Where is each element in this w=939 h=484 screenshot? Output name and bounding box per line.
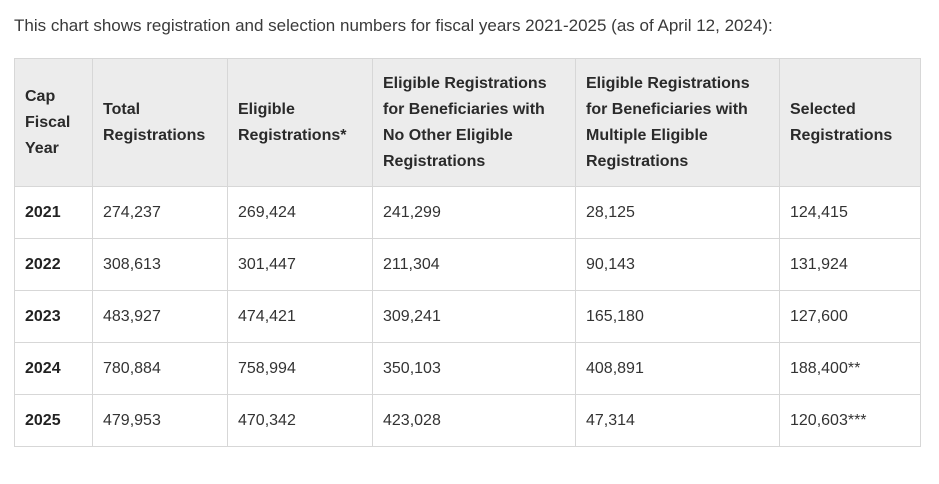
cell-year: 2025 (14, 394, 93, 447)
cell-total: 479,953 (92, 394, 228, 447)
cell-eligible: 301,447 (227, 238, 373, 291)
cell-eligible: 758,994 (227, 342, 373, 395)
header-label: Eligible Registrations for Beneficiaries… (586, 74, 750, 170)
cell-no-other: 211,304 (372, 238, 576, 291)
cell-year: 2023 (14, 290, 93, 343)
header-eligible-multiple: Eligible Registrations for Beneficiaries… (575, 58, 780, 187)
header-eligible-registrations: Eligible Registrations* (227, 58, 373, 187)
cell-multiple: 90,143 (575, 238, 780, 291)
cell-selected: 120,603*** (779, 394, 921, 447)
cell-selected: 131,924 (779, 238, 921, 291)
header-label: Selected Registrations (790, 100, 893, 144)
cell-selected: 188,400** (779, 342, 921, 395)
cell-eligible: 474,421 (227, 290, 373, 343)
cell-multiple: 408,891 (575, 342, 780, 395)
intro-text: This chart shows registration and select… (14, 16, 773, 35)
cell-selected: 127,600 (779, 290, 921, 343)
header-label: Cap Fiscal Year (25, 87, 71, 157)
cell-no-other: 350,103 (372, 342, 576, 395)
registration-table: Cap Fiscal Year Total Registrations Elig… (14, 58, 921, 447)
cell-total: 780,884 (92, 342, 228, 395)
cell-multiple: 165,180 (575, 290, 780, 343)
table-row: 2024 780,884 758,994 350,103 408,891 188… (14, 342, 921, 395)
cell-multiple: 47,314 (575, 394, 780, 447)
cell-eligible: 269,424 (227, 186, 373, 239)
cell-no-other: 309,241 (372, 290, 576, 343)
cell-total: 483,927 (92, 290, 228, 343)
header-total-registrations: Total Registrations (92, 58, 228, 187)
cell-multiple: 28,125 (575, 186, 780, 239)
header-eligible-no-other: Eligible Registrations for Beneficiaries… (372, 58, 576, 187)
cell-year: 2024 (14, 342, 93, 395)
header-label: Eligible Registrations* (238, 100, 347, 144)
cell-total: 274,237 (92, 186, 228, 239)
cell-selected: 124,415 (779, 186, 921, 239)
cell-eligible: 470,342 (227, 394, 373, 447)
cell-total: 308,613 (92, 238, 228, 291)
table-header-row: Cap Fiscal Year Total Registrations Elig… (14, 58, 921, 187)
cell-year: 2021 (14, 186, 93, 239)
cell-no-other: 423,028 (372, 394, 576, 447)
header-label: Total Registrations (103, 100, 206, 144)
table-row: 2025 479,953 470,342 423,028 47,314 120,… (14, 394, 921, 447)
header-cap-fiscal-year: Cap Fiscal Year (14, 58, 93, 187)
table-row: 2021 274,237 269,424 241,299 28,125 124,… (14, 186, 921, 239)
header-label: Eligible Registrations for Beneficiaries… (383, 74, 547, 170)
cell-year: 2022 (14, 238, 93, 291)
header-selected-registrations: Selected Registrations (779, 58, 921, 187)
cell-no-other: 241,299 (372, 186, 576, 239)
table-row: 2023 483,927 474,421 309,241 165,180 127… (14, 290, 921, 343)
table-row: 2022 308,613 301,447 211,304 90,143 131,… (14, 238, 921, 291)
